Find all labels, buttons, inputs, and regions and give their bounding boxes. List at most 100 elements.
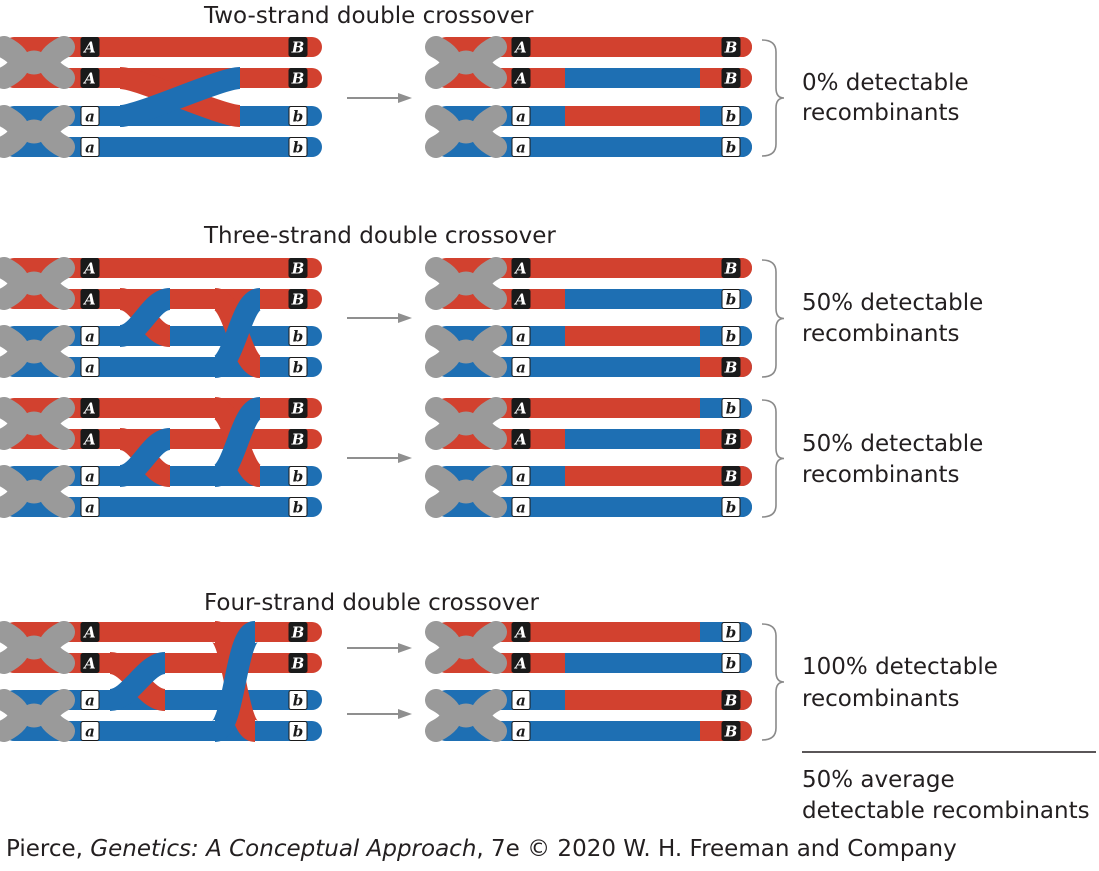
arrow-four-strand-b-head: [398, 709, 412, 719]
arrows: [347, 93, 412, 719]
summary-line2: detectable recombinants: [802, 798, 1090, 824]
crossover-ribbon-1-3: [211, 288, 264, 378]
before-label-1-2-left: a: [85, 328, 95, 346]
after-label-1-1-left-box: [511, 289, 531, 309]
after-cap-3-3: [742, 721, 752, 741]
after-label-2-0-left-box: [511, 398, 531, 418]
centromere-after-1-bottom-core: [452, 339, 480, 364]
after-label-3-0-left: A: [513, 624, 527, 642]
before-label-2-3-left-box: [80, 497, 100, 517]
centromere-after-0-bottom-core: [452, 119, 480, 144]
result-three-strand-a-line1: 50% detectable: [802, 290, 983, 316]
braces: [761, 39, 785, 741]
before-label-3-3-left-box: [80, 721, 100, 741]
after-mid-3-3: [565, 721, 700, 741]
centromere-before-3-top-core: [20, 635, 48, 660]
after-label-0-0-left: A: [513, 39, 527, 57]
after-mid-1-1: [565, 289, 700, 309]
result-two-strand-line1: 0% detectable: [802, 70, 969, 96]
before-label-1-0-left: A: [82, 260, 96, 278]
after-label-3-1-left: A: [513, 655, 527, 673]
after-label-0-0-left-box: [511, 37, 531, 57]
before-label-1-2-left-box: [80, 326, 100, 346]
after-mid-2-1: [565, 429, 700, 449]
centromere-before-2-top-core: [20, 411, 48, 436]
after-label-0-2-right-box: [721, 106, 741, 126]
after-label-3-0-left-box: [511, 622, 531, 642]
credit-author: Pierce,: [6, 836, 91, 862]
centromere-before-3-bottom: [0, 689, 75, 742]
before-panel-2: A B A Ba b a b: [0, 397, 322, 518]
centromere-before-1-bottom: [0, 325, 75, 378]
before-label-1-1-right-box: [288, 289, 308, 309]
before-label-2-1-right-box: [288, 429, 308, 449]
centromere-before-0-bottom-core: [20, 119, 48, 144]
credit-rest: , 7e © 2020 W. H. Freeman and Company: [476, 836, 957, 862]
before-label-1-0-left-box: [80, 258, 100, 278]
after-label-3-3-left-box: [511, 721, 531, 741]
centromere-before-3-bottom-core: [20, 703, 48, 728]
after-label-1-2-left-box: [511, 326, 531, 346]
centromere-before-2-top: [0, 397, 75, 450]
before-label-3-0-right-box: [288, 622, 308, 642]
centromere-after-1-bottom: [425, 325, 507, 378]
after-label-0-0-right-box: [721, 37, 741, 57]
centromere-after-3-top: [425, 621, 507, 674]
before-label-2-3-right-box: [288, 497, 308, 517]
arrow-three-strand-b-head: [398, 453, 412, 463]
centromere-after-3-bottom: [425, 689, 507, 742]
after-label-2-3-left: a: [516, 499, 526, 517]
crossover-ribbon-0-1: [118, 67, 242, 127]
panel-title-two-strand: Two-strand double crossover: [203, 3, 534, 29]
after-label-3-2-right-box: [721, 690, 741, 710]
before-label-2-0-left: A: [82, 400, 96, 418]
after-mid-1-0: [565, 258, 700, 278]
after-label-2-2-left: a: [516, 468, 526, 486]
brace-three-strand-a: [761, 259, 785, 378]
after-label-1-3-left: a: [516, 359, 526, 377]
figure-credit: Pierce, Genetics: A Conceptual Approach,…: [6, 836, 957, 862]
after-label-2-1-left: A: [513, 431, 527, 449]
centromere-before-0-top: [0, 36, 75, 89]
crossover-ribbon-2-1: [117, 428, 173, 487]
after-label-2-1-right-box: [721, 429, 741, 449]
centromere-after-3-top-core: [452, 635, 480, 660]
before-label-1-3-right: b: [293, 359, 304, 377]
before-label-0-3-right: b: [293, 139, 304, 157]
after-label-1-3-left-box: [511, 357, 531, 377]
after-cap-0-1: [742, 68, 752, 88]
before-label-1-1-right: B: [291, 291, 305, 309]
after-label-1-3-right: B: [724, 359, 738, 377]
before-label-2-2-right-box: [288, 466, 308, 486]
after-label-2-3-right-box: [721, 497, 741, 517]
after-cap-1-2: [742, 326, 752, 346]
centromere-before-2-bottom-core: [20, 479, 48, 504]
after-label-3-3-right: B: [724, 723, 738, 741]
after-label-0-0-right: B: [724, 39, 738, 57]
panel-title-four-strand: Four-strand double crossover: [204, 590, 540, 616]
after-label-2-3-left-box: [511, 497, 531, 517]
before-panel-1: A B A Ba b a b: [0, 257, 322, 378]
after-label-1-2-right-box: [721, 326, 741, 346]
result-three-strand-b-line2: recombinants: [802, 462, 959, 488]
after-label-3-3-left: a: [516, 723, 526, 741]
before-panel-3: A B A Ba b a b: [0, 621, 322, 742]
centromere-after-0-top-core: [452, 50, 480, 75]
before-label-3-0-left: A: [82, 624, 96, 642]
after-label-3-3-right-box: [721, 721, 741, 741]
after-chromosomes: A B A Ba b a b A B A b a b a B A b A Ba Ba b A b A b a Ba B: [425, 36, 752, 742]
after-label-2-0-left: A: [513, 400, 527, 418]
before-label-2-2-left-box: [80, 466, 100, 486]
after-label-3-1-right-box: [721, 653, 741, 673]
before-label-0-0-right: B: [291, 39, 305, 57]
after-panel-0: A B A Ba b a b: [425, 36, 752, 158]
after-label-1-0-left-box: [511, 258, 531, 278]
after-label-0-2-right: b: [726, 108, 737, 126]
before-label-2-0-right: B: [291, 400, 305, 418]
after-label-2-0-right: b: [726, 400, 737, 418]
brace-two-strand: [761, 39, 785, 157]
after-label-3-1-left-box: [511, 653, 531, 673]
before-label-1-3-left: a: [85, 359, 95, 377]
before-chromosomes: A B A Ba b a b A B A Ba b a b A B A Ba b a b A B A Ba b a b: [0, 36, 322, 742]
result-four-strand-line1: 100% detectable: [802, 654, 998, 680]
